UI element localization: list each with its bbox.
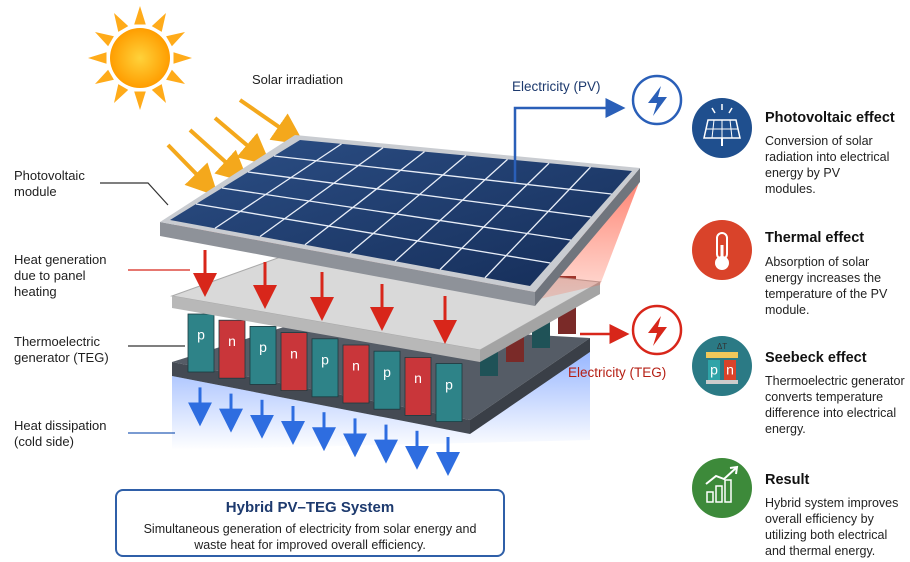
sun-ray [114,13,128,32]
teg-leg-label: n [414,370,422,386]
effect-description: Thermoelectric generator converts temper… [765,373,910,437]
teg-leg-label: n [228,333,236,349]
page: pnpnpnpnp [0,0,910,562]
sun-ray [95,70,114,84]
sun-ray [152,13,166,32]
summary-title: Hybrid PV–TEG System [117,499,503,516]
effect-description: Hybrid system improves overall efficienc… [765,495,905,559]
sun-ray [114,84,128,103]
teg-leg [374,351,400,409]
seebeck-effect-icon: ΔT p n [692,336,752,396]
teg-leg [405,357,431,415]
teg-leg [281,333,307,391]
sun-ray [88,52,107,64]
icon-leg-label: n [726,362,734,378]
teg-leg-label: n [352,358,360,374]
pv-effect-icon [692,98,752,158]
pv-electricity-label: Electricity (PV) [512,79,601,95]
sun-ray [134,92,146,111]
result-icon [692,458,752,518]
pv-module-label: Photovoltaic module [14,168,104,200]
effect-description: Absorption of solar energy increases the… [765,254,900,318]
teg-leg [250,326,276,384]
teg-label: Thermoelectric generator (TEG) [14,334,126,366]
teg-leg-label: p [445,376,453,392]
sun [88,6,192,110]
delta-t-label: ΔT [717,342,727,351]
teg-leg [343,345,369,403]
effect-title: Photovoltaic effect [765,110,910,126]
teg-leg [436,364,462,422]
heat-dissipation-label: Heat dissipation (cold side) [14,418,126,450]
summary-description: Simultaneous generation of electricity f… [138,521,483,553]
thermal-effect-icon [692,220,752,280]
teg-bolt-icon [633,306,681,354]
teg-leg [312,339,338,397]
teg-leg [188,314,214,372]
sun-ray [166,32,185,46]
effect-title: Result [765,472,910,488]
sun-ray [95,32,114,46]
sun-ray [174,52,193,64]
teg-leg-label: p [197,327,205,343]
effect-title: Seebeck effect [765,350,910,366]
effect-title: Thermal effect [765,230,910,246]
teg-leg-label: n [290,345,298,361]
solar-label: Solar irradiation [252,72,343,88]
teg-leg-label: p [383,364,391,380]
teg-leg [219,320,245,378]
heat-generation-label: Heat generation due to panel heating [14,252,126,300]
sun-ray [134,6,146,25]
sun-ray [152,84,166,103]
pv-bolt-icon [633,76,681,124]
icon-leg-label: p [710,362,718,378]
summary-box: Hybrid PV–TEG System Simultaneous genera… [115,489,505,557]
sun-ray [166,70,185,84]
teg-leg-label: p [321,352,329,368]
teg-electricity-label: Electricity (TEG) [568,365,666,381]
teg-leg-label: p [259,339,267,355]
effect-description: Conversion of solar radiation into elect… [765,133,893,197]
